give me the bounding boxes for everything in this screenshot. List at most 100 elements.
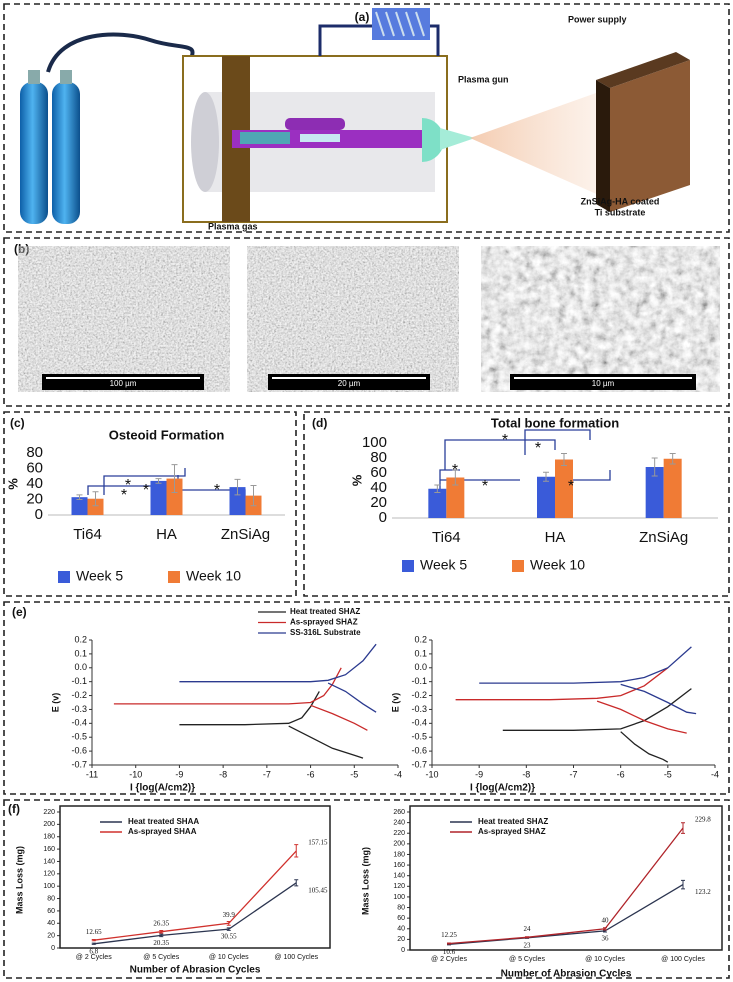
- substrate-front: [610, 60, 690, 212]
- error-bar: [92, 491, 99, 507]
- panel-label: (f): [8, 802, 20, 816]
- x-tick-label: -8: [522, 769, 530, 779]
- x-tick-label: Ti64: [432, 529, 461, 546]
- y-tick-label: 80: [397, 904, 405, 911]
- hose: [46, 32, 195, 73]
- data-label: 23: [524, 941, 532, 949]
- y-tick-label: -0.2: [71, 690, 87, 700]
- y-tick-label: 60: [26, 459, 43, 476]
- significance-star: *: [125, 477, 131, 494]
- substrate-top: [596, 52, 690, 88]
- x-tick-label: -5: [350, 769, 358, 779]
- series-line: [113, 667, 368, 731]
- data-label: 30.55: [221, 933, 237, 941]
- error-bar: [234, 478, 241, 496]
- scale-bar-label: 10 µm: [592, 379, 615, 388]
- legend-swatch: [402, 560, 414, 572]
- panel-label: (a): [355, 10, 370, 24]
- schematic-label: Plasma gun: [458, 74, 509, 84]
- legend-label: Heat treated SHAA: [128, 817, 199, 826]
- y-tick-label: -0.5: [71, 732, 87, 742]
- y-tick-label: -0.7: [71, 759, 87, 769]
- y-tick-label: 100: [362, 434, 387, 451]
- data-label: 10.6: [443, 948, 456, 956]
- data-label: 229.8: [695, 816, 711, 824]
- error-bar: [434, 484, 441, 493]
- series-line: [179, 691, 364, 759]
- y-tick-label: 0.0: [414, 662, 427, 672]
- error-bar: [159, 929, 164, 934]
- schematic-label: ZnSiAg-HA coated: [581, 196, 660, 206]
- x-tick-label: -5: [664, 769, 672, 779]
- x-tick-label: -6: [617, 769, 625, 779]
- y-tick-label: -0.4: [411, 718, 427, 728]
- y-tick-label: 20: [370, 494, 387, 511]
- error-bar: [294, 879, 299, 887]
- significance-star: *: [502, 432, 508, 449]
- gas-cylinder: [20, 82, 48, 224]
- significance-star: *: [568, 478, 574, 495]
- y-tick-label: 20: [397, 936, 405, 943]
- series-line: [455, 667, 687, 734]
- x-tick-label: @ 5 Cycles: [143, 954, 179, 961]
- y-tick-label: 80: [47, 895, 55, 902]
- y-tick-label: 160: [393, 862, 405, 869]
- y-tick-label: 120: [393, 883, 405, 890]
- y-tick-label: 240: [393, 819, 405, 826]
- legend-label: Week 5: [420, 557, 467, 573]
- x-tick-label: -7: [569, 769, 577, 779]
- error-bar: [447, 942, 451, 945]
- x-tick-label: @ 100 Cycles: [274, 954, 318, 961]
- sem-image: [247, 246, 459, 392]
- error-bar: [603, 927, 607, 931]
- bar: [537, 476, 555, 518]
- sem-image: [18, 246, 230, 392]
- valve: [28, 70, 40, 84]
- nozzle: [422, 118, 444, 162]
- error-bar: [651, 457, 658, 477]
- y-tick-label: 0: [35, 506, 43, 523]
- y-tick-label: 0: [401, 947, 405, 954]
- chamber-end: [191, 92, 219, 192]
- legend-label: Heat treated SHAZ: [290, 607, 360, 616]
- data-label: 12.25: [441, 931, 457, 939]
- data-label: 6.8: [89, 947, 98, 955]
- y-axis-label: Mass Loss (mg): [360, 847, 370, 915]
- error-bar: [681, 879, 685, 890]
- data-label: 12.65: [86, 928, 102, 936]
- panel-frame: [303, 411, 730, 597]
- series-line: [448, 884, 684, 946]
- x-tick-label: -9: [475, 769, 483, 779]
- y-tick-label: 0.2: [74, 634, 87, 644]
- error-bar: [452, 469, 459, 486]
- y-tick-label: 60: [370, 464, 387, 481]
- x-tick-label: -10: [129, 769, 142, 779]
- x-tick-label: -9: [175, 769, 183, 779]
- y-tick-label: 0: [51, 945, 55, 952]
- significance-star: *: [452, 462, 458, 479]
- x-tick-label: @ 10 Cycles: [209, 954, 249, 961]
- y-tick-label: 200: [43, 821, 55, 828]
- x-tick-label: -8: [219, 769, 227, 779]
- y-tick-label: 40: [47, 920, 55, 927]
- x-tick-label: @ 100 Cycles: [661, 956, 705, 963]
- y-tick-label: 100: [393, 894, 405, 901]
- x-tick-label: Ti64: [73, 526, 102, 543]
- y-tick-label: -0.5: [411, 732, 427, 742]
- chart-title: Osteoid Formation: [109, 427, 225, 442]
- y-tick-label: 200: [393, 841, 405, 848]
- panel-frame: [3, 411, 297, 597]
- x-axis-label: Number of Abrasion Cycles: [130, 965, 261, 976]
- gun-inlet: [240, 132, 290, 144]
- error-bar: [159, 933, 164, 938]
- panel-label: (c): [10, 416, 25, 430]
- legend-swatch: [58, 571, 70, 583]
- y-tick-label: 0.1: [74, 648, 87, 658]
- x-axis-label: I {log(A/cm2)}: [130, 783, 195, 794]
- bar: [150, 480, 167, 515]
- legend-label: As-sprayed SHAZ: [290, 618, 358, 627]
- bar: [166, 478, 183, 515]
- error-bar: [543, 471, 549, 482]
- significance-star: *: [482, 478, 488, 495]
